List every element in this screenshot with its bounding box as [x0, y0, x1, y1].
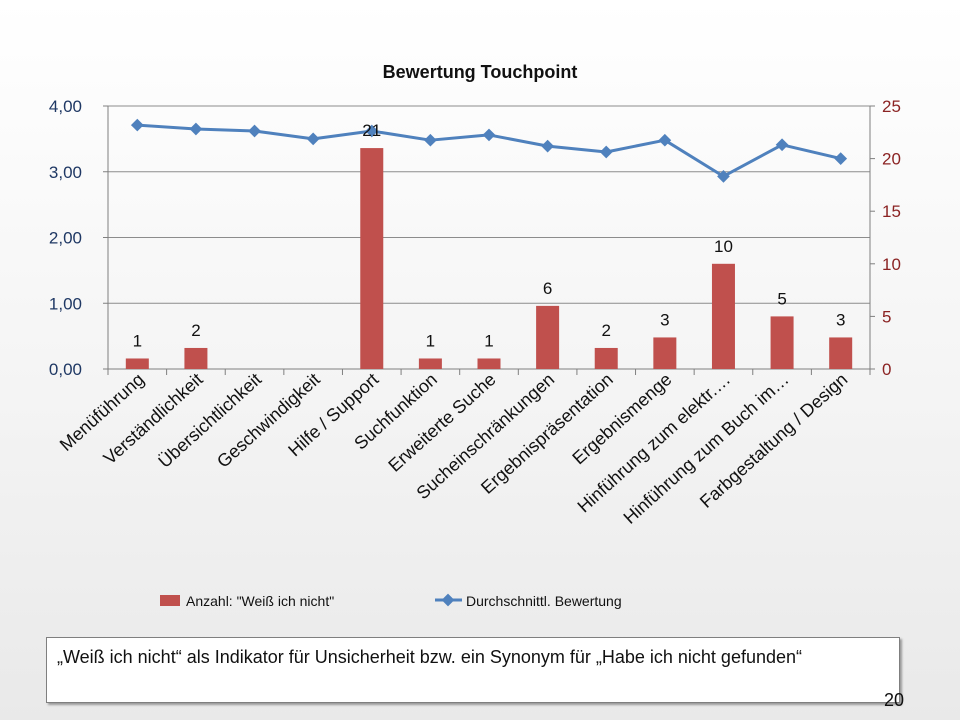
y-left-tick-label: 4,00	[49, 97, 82, 116]
chart: Bewertung Touchpoint 0,00 1,00 2,00 3,00 4,0…	[49, 62, 901, 609]
line-point	[365, 124, 379, 138]
chart-title: Bewertung Touchpoint	[383, 62, 578, 82]
gridlines	[108, 105, 870, 370]
bar-data-label: 6	[543, 279, 552, 298]
bar-data-label: 3	[660, 310, 669, 329]
bar-data-label: 1	[484, 331, 493, 350]
x-tick-label: Verständlichkeit	[100, 369, 207, 468]
line-point	[775, 138, 789, 152]
bar-data-label: 1	[426, 331, 435, 350]
bar	[418, 358, 442, 369]
bar-data-label: 5	[777, 289, 786, 308]
x-tick-label: Ergebnismenge	[568, 369, 675, 468]
bar	[653, 337, 677, 369]
bar	[477, 358, 501, 369]
legend-bar-label: Anzahl: "Weiß ich nicht"	[186, 593, 334, 609]
bar-data-label: 3	[836, 310, 845, 329]
y-right-tick-label: 5	[882, 307, 891, 326]
y-right-tick-label: 0	[882, 360, 891, 379]
line-point	[541, 139, 554, 153]
bar	[829, 337, 853, 369]
y-right-tick-label: 25	[882, 97, 901, 116]
x-tick-label: Übersichtlichkeit	[154, 369, 265, 472]
legend-line-label: Durchschnittl. Bewertung	[466, 593, 622, 609]
y-right-tick-label: 20	[882, 150, 901, 169]
line-point	[189, 122, 203, 136]
y-left-tick-label: 1,00	[49, 294, 82, 313]
y-left-tick-label: 2,00	[49, 229, 82, 248]
bar	[184, 347, 208, 369]
x-tick-labels: MenüführungVerständlichkeitÜbersichtlich…	[56, 369, 852, 528]
line-point	[834, 152, 848, 165]
page-number: 20	[884, 690, 905, 710]
legend-line-marker	[441, 593, 455, 607]
line-point	[424, 133, 437, 147]
bar-data-label: 2	[191, 321, 200, 340]
bar	[125, 358, 149, 369]
note-box: „Weiß ich nicht“ als Indikator für Unsic…	[46, 637, 900, 703]
line-series	[130, 118, 848, 183]
line-point	[130, 118, 144, 132]
bar	[711, 263, 735, 369]
line-point	[248, 124, 261, 138]
y-left-tick-label: 0,00	[49, 360, 82, 379]
y-right-tick-label: 15	[882, 202, 901, 221]
line-point	[482, 128, 496, 142]
bar	[594, 347, 618, 369]
legend: Anzahl: "Weiß ich nicht" Durchschnittl. …	[160, 593, 622, 609]
note-text: „Weiß ich nicht“ als Indikator für Unsic…	[57, 647, 803, 667]
y-left-tick-label: 3,00	[49, 163, 82, 182]
y-right-tick-label: 10	[882, 255, 901, 274]
legend-bar-swatch	[160, 595, 180, 606]
bar	[360, 148, 384, 369]
bar-data-label: 21	[362, 121, 381, 140]
bar	[770, 316, 794, 369]
line-point	[306, 132, 320, 146]
bar-series	[125, 148, 853, 369]
bar-data-label: 10	[714, 237, 733, 256]
x-tick-label: Erweiterte Suche	[384, 369, 499, 476]
bar	[536, 305, 560, 369]
line-point	[599, 145, 613, 159]
bar-data-label: 1	[133, 331, 142, 350]
bar-data-label: 2	[601, 321, 610, 340]
x-tick-label: Geschwindigkeit	[213, 369, 324, 472]
data-labels: 1 2 21 1 1 6 2 3 10 5 3	[133, 121, 846, 350]
